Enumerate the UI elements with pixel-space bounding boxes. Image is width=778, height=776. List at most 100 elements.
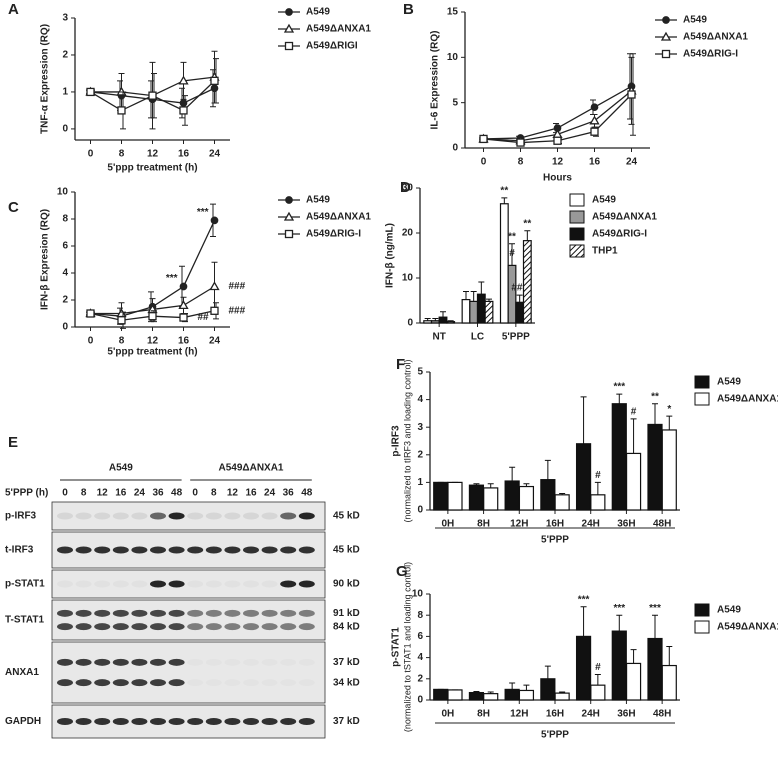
marker <box>179 106 188 115</box>
y-tick-label: 4 <box>417 652 423 663</box>
lane-label: 16 <box>245 488 257 499</box>
y-tick-label: 4 <box>417 394 423 405</box>
x-tick-label: 0H <box>441 519 454 530</box>
error-bar <box>509 682 516 690</box>
significance: *** <box>197 207 209 218</box>
blot-band <box>262 679 278 686</box>
blot-row <box>51 641 326 704</box>
error-bar <box>463 291 469 300</box>
y-tick-label: 10 <box>412 589 424 600</box>
bar <box>430 320 440 324</box>
x-tick-label: 48H <box>653 519 671 530</box>
panel-letter: E <box>8 434 18 451</box>
blot-band <box>112 623 129 631</box>
legend-swatch <box>694 620 710 634</box>
blot-band <box>299 679 315 686</box>
marker <box>117 106 126 115</box>
blot-band <box>150 609 166 617</box>
blot-band <box>243 546 259 554</box>
x-tick-label: 12 <box>147 149 159 160</box>
blot-band <box>224 546 241 554</box>
y-tick-label: 2 <box>62 295 68 306</box>
lane-label: 12 <box>97 488 109 499</box>
marker <box>210 76 219 85</box>
y-tick-label: 30 <box>402 183 414 194</box>
error-bar <box>544 459 551 480</box>
blot-band <box>112 512 129 520</box>
blot-band <box>150 679 166 687</box>
blot-band <box>57 718 73 725</box>
bar <box>625 662 642 701</box>
blot-band <box>94 623 111 631</box>
bar <box>447 481 463 511</box>
lane-label: 8 <box>211 488 217 499</box>
blot-band <box>280 679 296 686</box>
x-tick-label: 12 <box>552 157 564 168</box>
lane-label: 48 <box>301 488 313 499</box>
blot-band <box>112 609 129 617</box>
blot-band <box>224 718 241 725</box>
blot-band <box>280 718 297 725</box>
marker <box>590 127 599 136</box>
legend-label: A549 <box>592 195 616 206</box>
blot-band <box>261 546 278 554</box>
bar <box>554 494 570 511</box>
bar <box>518 689 535 701</box>
x-tick-label: 48H <box>653 709 671 720</box>
y-tick-label: 10 <box>447 52 459 63</box>
legend-label: A549ΔRIG-I <box>592 229 647 240</box>
error-bar <box>486 298 492 302</box>
significance: ### <box>229 305 246 316</box>
legend-label: A549ΔRIGI <box>306 41 358 52</box>
lane-label: 36 <box>152 488 164 499</box>
legend-marker <box>661 49 671 59</box>
blot-band <box>243 609 259 617</box>
error-bar <box>473 483 480 486</box>
x-tick-label: 8H <box>477 519 490 530</box>
legend-label: A549ΔANXA1 <box>717 622 778 633</box>
bar <box>507 264 517 324</box>
y-tick-label: 5 <box>417 367 423 378</box>
bar <box>438 316 448 324</box>
blot-band <box>224 623 241 631</box>
legend-label: A549ΔANXA1 <box>592 212 657 223</box>
band-size: 91 kD <box>333 608 360 619</box>
x-tick-label: 12H <box>510 709 528 720</box>
blot-band <box>150 718 166 725</box>
error-bar <box>630 418 637 454</box>
legend-label: THP1 <box>592 246 618 257</box>
y-axis-label: IFN-β Expresion (RQ) <box>40 209 51 310</box>
bar <box>433 481 449 511</box>
blot-band <box>150 546 166 554</box>
x-axis-label: 5'ppp treatment (h) <box>107 347 197 358</box>
error-bar <box>516 294 523 303</box>
legend-swatch <box>569 193 585 207</box>
significance: ### <box>511 283 528 294</box>
significance: ** <box>500 186 508 197</box>
y-tick-label: 0 <box>452 143 458 154</box>
band-size: 37 kD <box>333 657 360 668</box>
blot-band <box>168 623 185 631</box>
legend-marker <box>284 41 294 51</box>
legend-marker <box>285 8 293 16</box>
blot-band <box>298 718 315 725</box>
x-axis-label: 5'ppp treatment (h) <box>107 163 197 174</box>
x-tick-label: 0H <box>441 709 454 720</box>
y-tick-label: 2 <box>62 50 68 61</box>
legend-label: A549ΔANXA1 <box>306 24 371 35</box>
error-bar <box>487 483 494 488</box>
marker <box>590 103 599 112</box>
legend-label: A549ΔRIG-I <box>306 229 361 240</box>
error-bar <box>580 396 587 444</box>
marker <box>516 138 525 147</box>
blot-band <box>224 512 241 520</box>
bar <box>661 664 677 701</box>
row-name: p-IRF3 <box>5 511 37 522</box>
legend-label: A549 <box>306 195 330 206</box>
blot-band <box>57 679 73 687</box>
bar <box>647 423 663 511</box>
y-tick-label: 6 <box>417 631 423 642</box>
error-bar <box>652 614 658 639</box>
y-tick-label: 0 <box>62 124 68 135</box>
y-tick-label: 0 <box>62 322 68 333</box>
